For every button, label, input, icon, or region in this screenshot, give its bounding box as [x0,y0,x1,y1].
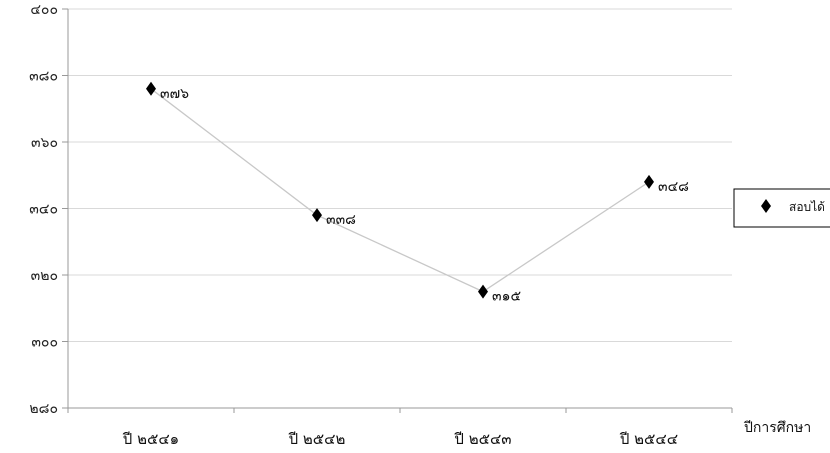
data-label: ๓๑๕ [492,289,521,305]
axes [62,8,733,413]
y-tick-label: ๓๒๐ [31,268,58,284]
x-tick-label: ปี ๒๕๔๓ [453,430,511,448]
series-line [150,88,650,293]
y-tick-label: ๔๐๐ [30,2,58,18]
legend-marker-icon [761,199,771,213]
data-label: ๓๓๘ [326,212,356,228]
y-tick-label: ๓๖๐ [31,135,58,151]
data-point-marker [146,81,156,96]
data-point-marker [312,208,322,223]
y-tick-label: ๓๐๐ [31,335,58,351]
data-point-marker [478,284,488,299]
x-tick-label: ปี ๒๕๔๑ [122,430,179,448]
y-tick-label: ๓๘๐ [29,69,58,85]
data-point-marker [644,174,654,189]
data-label: ๓๔๘ [658,179,689,195]
x-tick-labels: ปี ๒๕๔๑ ปี ๒๕๔๒ ปี ๒๕๔๓ ปี ๒๕๔๔ [122,430,678,448]
data-label: ๓๗๖ [160,86,189,102]
y-tick-label: ๒๘๐ [29,401,58,417]
grid-lines [68,8,732,342]
x-tick-label: ปี ๒๕๔๔ [619,430,678,448]
x-tick-label: ปี ๒๕๔๒ [288,430,346,448]
legend-box [733,188,830,228]
y-tick-label: ๓๔๐ [29,202,58,218]
x-axis-title: ปีการศึกษา [744,420,812,436]
series-plot [146,81,654,299]
legend-label: สอบได้ [789,200,825,214]
legend: สอบได้ [733,188,830,228]
